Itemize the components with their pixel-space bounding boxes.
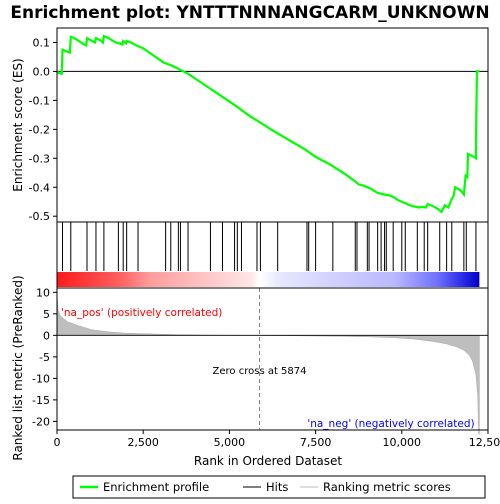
negative-label: 'na_neg' (negatively correlated) — [307, 418, 474, 430]
es-y-tick-label: 0.1 — [33, 36, 51, 49]
legend-item-label: Enrichment profile — [103, 480, 209, 494]
x-tick-label: 2,500 — [127, 436, 159, 449]
es-y-tick-label: -0.2 — [29, 123, 50, 136]
metric-y-tick-label: 10 — [36, 286, 50, 299]
es-y-tick-label: -0.4 — [29, 181, 50, 194]
es-plot-area — [57, 28, 488, 222]
legend: Enrichment profile Hits Ranking metric sco… — [72, 475, 486, 499]
chart-title: Enrichment plot: YNTTTNNNANGCARM_UNKNOWN — [10, 3, 489, 23]
x-tick-label: 12,500 — [469, 436, 500, 449]
metric-y-tick-label: 5 — [43, 308, 50, 321]
es-y-tick-label: -0.3 — [29, 152, 50, 165]
legend-item-label: Ranking metric scores — [323, 480, 451, 494]
metric-plot-area — [57, 288, 488, 430]
legend-box — [72, 475, 486, 499]
ranking-metric-area — [56, 292, 480, 435]
hits-panel — [56, 221, 489, 289]
es-y-axis-label: Enrichment score (ES) — [11, 58, 25, 191]
enrichment-profile-line — [56, 34, 480, 214]
positive-label: 'na_pos' (positively correlated) — [61, 307, 222, 319]
es-y-tick-label: -0.1 — [29, 94, 50, 107]
x-axis-label: Rank in Ordered Dataset — [194, 454, 342, 468]
es-panel: 0.1 0.0 -0.1 -0.2 -0.3 -0.4 -0.5 — [29, 27, 489, 223]
zero-cross-label: Zero cross at 5874 — [213, 366, 307, 377]
metric-frame — [56, 287, 489, 431]
metric-y-axis-label: Ranked list metric (PreRanked) — [11, 275, 25, 460]
metric-y-tick-label: -20 — [32, 415, 50, 428]
metric-y-tick-label: -5 — [39, 351, 50, 364]
x-tick-label: 7,500 — [300, 436, 332, 449]
legend-item-label: Hits — [266, 480, 288, 494]
metric-y-tick-label: -15 — [32, 394, 50, 407]
metric-panel: 10 5 0 -5 -10 -15 -20 0 2,500 5,000 7,500 10,000 12,… — [32, 286, 500, 449]
metric-y-tick-label: 0 — [43, 329, 50, 342]
x-tick-label: 0 — [54, 436, 61, 449]
x-tick-label: 5,000 — [214, 436, 246, 449]
x-tick-label: 10,000 — [383, 436, 422, 449]
es-y-tick-label: 0.0 — [33, 65, 51, 78]
metric-y-tick-label: -10 — [32, 372, 50, 385]
ranking-color-bar — [57, 272, 480, 287]
es-y-tick-label: -0.5 — [29, 210, 50, 223]
